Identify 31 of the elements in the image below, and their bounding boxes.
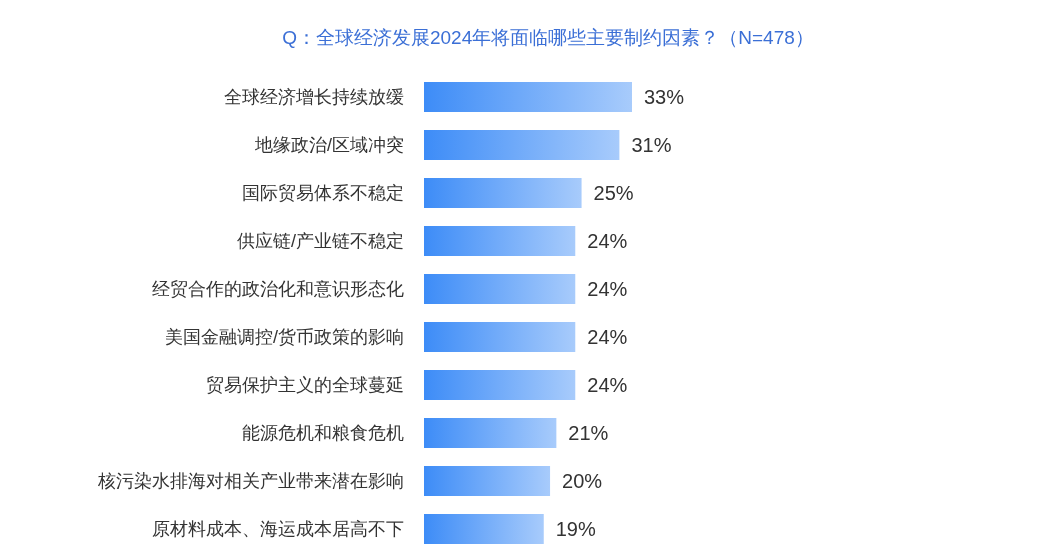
y-tick-label: 全球经济增长持续放缓 bbox=[224, 87, 404, 108]
y-tick-label: 美国金融调控/货币政策的影响 bbox=[164, 327, 404, 348]
chart-title: Q：全球经济发展2024年将面临哪些主要制约因素？（N=478） bbox=[281, 26, 815, 50]
data-label: 25% bbox=[593, 182, 634, 205]
bar bbox=[424, 418, 557, 448]
y-tick-label: 经贸合作的政治化和意识形态化 bbox=[152, 279, 404, 300]
y-tick-label: 贸易保护主义的全球蔓延 bbox=[206, 375, 404, 396]
data-label: 33% bbox=[644, 86, 685, 109]
bar bbox=[424, 226, 576, 256]
y-tick-label: 地缘政治/区域冲突 bbox=[253, 135, 404, 156]
y-tick-label: 原材料成本、海运成本居高不下 bbox=[152, 519, 404, 540]
data-label: 21% bbox=[568, 422, 609, 445]
bar bbox=[424, 466, 551, 496]
data-label: 19% bbox=[555, 518, 596, 541]
y-tick-label: 核污染水排海对相关产业带来潜在影响 bbox=[97, 471, 404, 492]
bar bbox=[424, 370, 576, 400]
y-tick-label: 国际贸易体系不稳定 bbox=[242, 183, 404, 204]
y-tick-label: 供应链/产业链不稳定 bbox=[236, 231, 404, 252]
bar bbox=[424, 274, 576, 304]
bar bbox=[424, 130, 620, 160]
data-label: 24% bbox=[587, 230, 628, 253]
data-label: 24% bbox=[587, 326, 628, 349]
y-tick-label: 能源危机和粮食危机 bbox=[242, 423, 404, 444]
bar bbox=[424, 322, 576, 352]
data-label: 31% bbox=[631, 134, 672, 157]
bar bbox=[424, 178, 582, 208]
data-label: 24% bbox=[587, 278, 628, 301]
data-label: 20% bbox=[562, 470, 603, 493]
bar bbox=[424, 514, 544, 544]
data-label: 24% bbox=[587, 374, 628, 397]
bar bbox=[424, 82, 632, 112]
